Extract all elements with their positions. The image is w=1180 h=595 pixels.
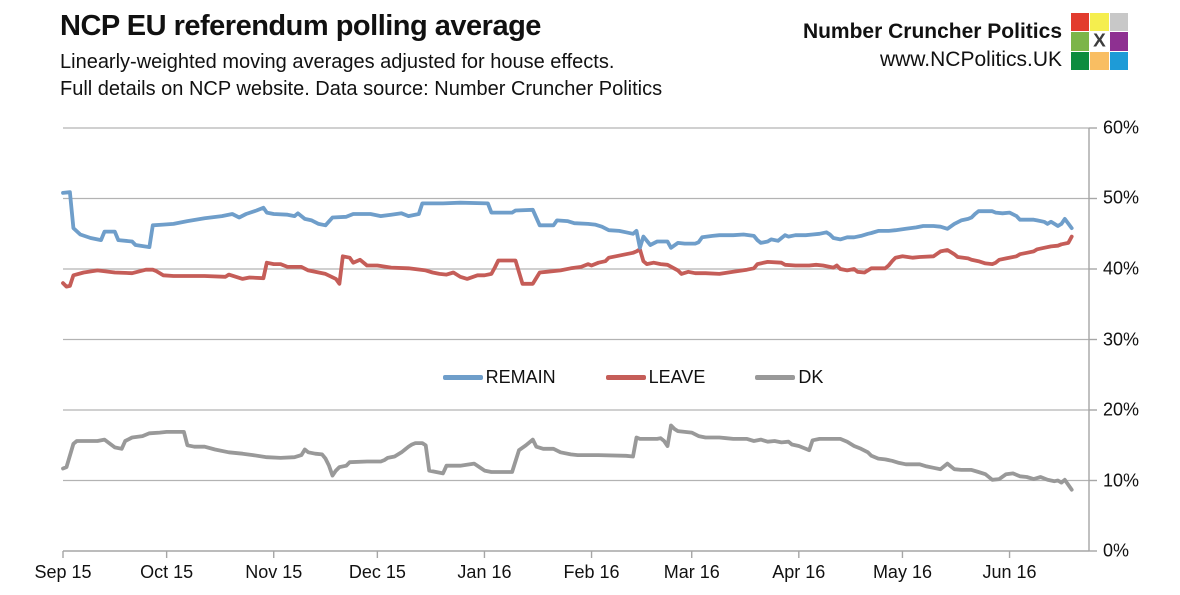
- logo-square: X: [1090, 31, 1109, 52]
- legend-swatch-leave: [605, 375, 646, 381]
- legend-label: LEAVE: [648, 367, 706, 388]
- logo-square: [1071, 52, 1090, 70]
- logo-square: [1071, 13, 1090, 31]
- logo-square: [1071, 32, 1090, 51]
- x-axis-label: Nov 15: [245, 562, 303, 582]
- legend-item-leave: LEAVE: [605, 367, 706, 388]
- y-axis-label: 30%: [1103, 329, 1140, 349]
- title-block: NCP EU referendum polling average Linear…: [60, 10, 662, 103]
- logo-x-icon: X: [1093, 31, 1106, 52]
- polling-chart-plot-area: REMAIN LEAVE DK 0% 10% 20% 30% 40% 50% 60% Sep 15…: [34, 118, 1139, 583]
- chart-legend: REMAIN LEAVE DK: [442, 367, 823, 388]
- legend-swatch-dk: [755, 375, 796, 381]
- y-axis-label: 60%: [1103, 117, 1140, 138]
- series-line-dk: [61, 423, 1074, 492]
- brand-block: Number Cruncher Politics www.NCPolitics.…: [803, 18, 1062, 74]
- page-title: NCP EU referendum polling average: [60, 10, 541, 42]
- series-line-leave: [61, 234, 1074, 289]
- chart-canvas: [61, 127, 1097, 558]
- x-axis-label: Mar 16: [663, 562, 720, 582]
- y-axis-label: 0%: [1103, 540, 1130, 561]
- x-axis-label: Dec 15: [348, 562, 406, 582]
- subtitle-line-1: Linearly-weighted moving averages adjust…: [60, 51, 615, 73]
- x-axis-label: Jan 16: [457, 562, 512, 582]
- logo-square: [1090, 13, 1109, 31]
- x-axis-label: Oct 15: [140, 562, 194, 582]
- x-axis-label: Feb 16: [563, 562, 620, 582]
- legend-label: DK: [798, 367, 824, 388]
- y-axis-label: 20%: [1103, 399, 1140, 420]
- legend-swatch-remain: [442, 375, 483, 381]
- logo-square: [1109, 32, 1128, 51]
- ncp-logo: X: [1071, 13, 1128, 70]
- brand-name: Number Cruncher Politics: [802, 20, 1062, 43]
- legend-item-dk: DK: [755, 367, 823, 388]
- logo-square: [1109, 52, 1128, 70]
- x-axis-label: May 16: [872, 562, 932, 582]
- y-axis-label: 10%: [1103, 470, 1140, 490]
- x-axis-label: Sep 15: [34, 562, 92, 582]
- x-axis-label: Jun 16: [982, 562, 1037, 582]
- y-axis-label: 50%: [1103, 187, 1140, 208]
- y-axis-label: 40%: [1103, 258, 1140, 279]
- brand-url: www.NCPolitics.UK: [879, 48, 1062, 71]
- series-line-remain: [61, 190, 1074, 250]
- x-axis-label: Apr 16: [772, 562, 826, 582]
- subtitle-line-2: Full details on NCP website. Data source…: [60, 78, 663, 100]
- legend-label: REMAIN: [485, 367, 556, 388]
- legend-item-remain: REMAIN: [442, 367, 556, 388]
- logo-square: [1109, 13, 1128, 31]
- logo-square: [1090, 52, 1109, 70]
